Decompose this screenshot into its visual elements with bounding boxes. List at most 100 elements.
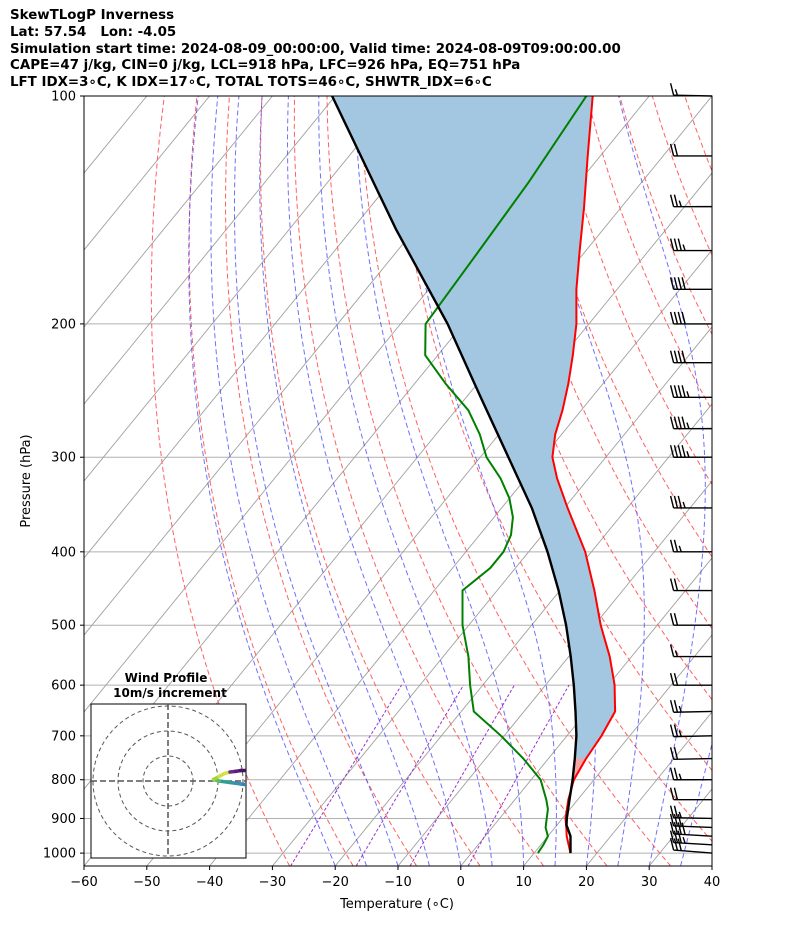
moist-adiabat (210, 96, 368, 866)
stability-indices-label: CAPE=47 j/kg, CIN=0 j/kg, LCL=918 hPa, L… (10, 58, 521, 74)
x-tick-label: −30 (259, 875, 286, 890)
isotherm (84, 96, 462, 559)
parcel-line (331, 96, 578, 854)
isotherm (334, 403, 712, 866)
moist-adiabat (618, 96, 706, 866)
time-label: Simulation start time: 2024-08-09_00:00:… (10, 41, 621, 57)
moist-adiabat (259, 96, 430, 866)
wind-barb (669, 813, 713, 829)
y-tick-label: 700 (51, 729, 76, 744)
x-tick-label: 30 (641, 875, 658, 890)
dry-adiabat (750, 96, 794, 866)
moist-adiabat (711, 864, 712, 866)
y-tick-label: 300 (51, 451, 76, 466)
moist-adiabat (286, 96, 462, 866)
y-tick-label: 500 (51, 619, 76, 634)
location-label: Lat: 57.54 Lon: -4.05 (10, 24, 177, 40)
wind-barb (669, 699, 713, 713)
isotherm (460, 557, 712, 866)
dry-adiabat (150, 96, 291, 866)
y-axis-label: Pressure (hPa) (19, 434, 34, 527)
hodograph-subtitle: 10m/s increment (113, 686, 227, 700)
dry-adiabat (188, 96, 354, 866)
wind-barb (669, 495, 713, 509)
y-tick-label: 400 (51, 545, 76, 560)
cape-area (332, 96, 616, 763)
wind-barb (669, 539, 713, 553)
isotherm (711, 865, 712, 866)
x-tick-label: 10 (515, 875, 532, 890)
x-tick-label: 40 (704, 875, 721, 890)
dewpoint-line (424, 96, 588, 854)
mixing-ratio-line (409, 684, 515, 866)
x-tick-label: −60 (70, 875, 97, 890)
y-tick-label: 800 (51, 773, 76, 788)
wind-barb (669, 277, 713, 290)
more-indices-label: LFT IDX=3∘C, K IDX=17∘C, TOTAL TOTS=46∘C… (10, 75, 492, 91)
y-tick-label: 1000 (43, 847, 76, 862)
x-tick-label: 0 (457, 875, 465, 890)
hodograph-segment (266, 775, 274, 777)
dry-adiabat (684, 96, 712, 173)
dry-adiabat (586, 96, 712, 412)
wind-barb (669, 787, 713, 801)
wind-barb (669, 416, 713, 430)
hodograph-title: Wind Profile (125, 671, 208, 685)
profile-lines (331, 96, 617, 854)
y-tick-label: 900 (51, 812, 76, 827)
axes: −60 −50 −40 −30 −20 −10 0 10 20 30 40 100 200 300 400 5… (43, 90, 720, 891)
wind-barb (669, 672, 713, 686)
wind-barb (669, 238, 713, 252)
x-axis-label: Temperature (∘C) (339, 897, 454, 912)
wind-barb (669, 767, 713, 781)
moist-adiabat (398, 96, 557, 866)
hodograph-segment (255, 772, 261, 774)
wind-barb (669, 805, 713, 820)
x-tick-label: 20 (578, 875, 595, 890)
isotherm (272, 326, 712, 866)
x-tick-label: −10 (384, 875, 411, 890)
mixing-ratio-line (467, 684, 570, 866)
chart-title: SkewTLogP Inverness (10, 8, 175, 23)
y-tick-label: 200 (51, 317, 76, 332)
wind-barb (669, 837, 713, 854)
dry-adiabat (619, 96, 712, 336)
isotherm (523, 634, 712, 866)
chart-header: SkewTLogP Inverness Lat: 57.54 Lon: -4.0… (10, 8, 621, 92)
hodograph-segment (244, 768, 246, 773)
isotherm (84, 96, 210, 251)
mixing-ratio-line (290, 684, 402, 866)
y-tick-label: 600 (51, 679, 76, 694)
wind-barb (669, 194, 713, 208)
isotherm (84, 96, 336, 405)
x-tick-label: −20 (321, 875, 348, 890)
dry-adiabat (651, 96, 712, 256)
wind-barb (669, 385, 713, 399)
wind-barb (669, 830, 713, 846)
wind-barb (669, 83, 713, 97)
wind-barbs (669, 83, 713, 854)
dry-adiabat (782, 96, 794, 866)
wind-barb (669, 445, 713, 458)
hodograph-segment (217, 779, 232, 785)
moist-adiabat (188, 96, 336, 866)
wind-barb (669, 613, 713, 626)
dry-adiabat (293, 96, 545, 866)
mixing-ratio-line (355, 684, 464, 866)
moist-adiabat (354, 96, 525, 866)
moist-adiabat (318, 96, 493, 866)
dry-adiabat (554, 96, 712, 486)
y-tick-label: 100 (51, 90, 76, 105)
hodograph-segment (252, 786, 260, 788)
isotherm (84, 96, 273, 328)
dry-adiabat (717, 96, 794, 866)
dry-adiabat (489, 96, 712, 630)
dry-adiabat (359, 96, 672, 866)
isotherm (84, 96, 85, 97)
wind-barb (669, 578, 713, 592)
wind-barb (669, 644, 713, 658)
cape-cin-fill (332, 96, 616, 828)
isotherm (146, 172, 712, 866)
hodograph-segment (239, 782, 246, 787)
